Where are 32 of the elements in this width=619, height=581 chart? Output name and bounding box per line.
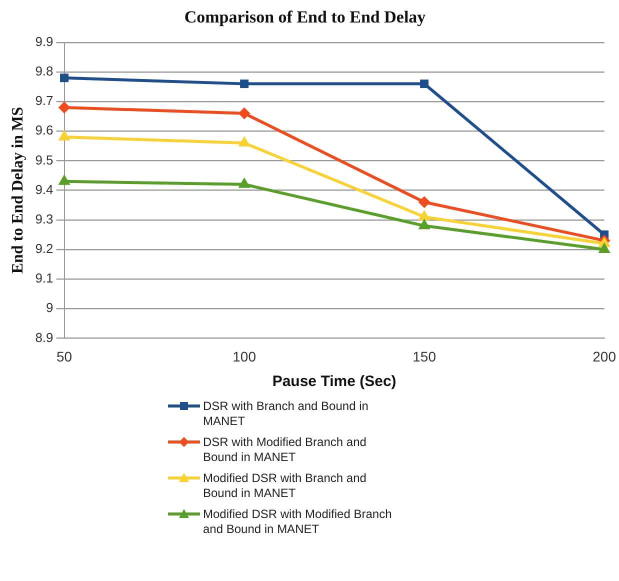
point: [58, 174, 70, 185]
point: [418, 210, 430, 220]
y-tick-label: 9.7: [35, 93, 54, 108]
y-axis-title: End to End Delay in MS: [10, 106, 27, 274]
y-tick-label: 9.3: [35, 211, 54, 226]
point: [238, 107, 250, 120]
point: [598, 242, 610, 253]
point: [240, 80, 249, 88]
x-tick-label: 100: [232, 348, 256, 364]
x-tick-label: 200: [592, 348, 616, 364]
legend-label: Modified DSR with Branch and Bound in MANET: [203, 471, 368, 501]
y-tick-label: 9: [46, 300, 54, 316]
y-tick-label: 9.1: [35, 270, 54, 286]
point: [238, 177, 250, 188]
y-tick-label: 9.6: [35, 122, 54, 138]
point: [60, 74, 69, 82]
x-tick-label: 50: [56, 348, 72, 364]
y-tick-label: 9.8: [35, 64, 54, 79]
point: [238, 136, 250, 146]
y-tick-label: 9.9: [35, 34, 54, 49]
y-tick-label: 9.2: [35, 241, 54, 256]
x-axis-title: Pause Time (Sec): [272, 373, 396, 390]
y-tick-label: 9.5: [35, 152, 54, 168]
legend-label: DSR with Branch and Bound in MANET: [203, 399, 370, 429]
legend-label: Modified DSR with Modified Branch and Bound in MANET: [203, 507, 393, 537]
point: [420, 80, 429, 88]
y-tick-label: 9.4: [35, 182, 54, 197]
point: [418, 218, 430, 230]
y-tick-label: 8.9: [35, 330, 54, 345]
chart-title: Comparison of End to End Delay: [184, 8, 426, 27]
legend-label: DSR with Modified Branch and Bound in MANET: [203, 435, 368, 465]
x-tick-label: 150: [412, 348, 436, 364]
